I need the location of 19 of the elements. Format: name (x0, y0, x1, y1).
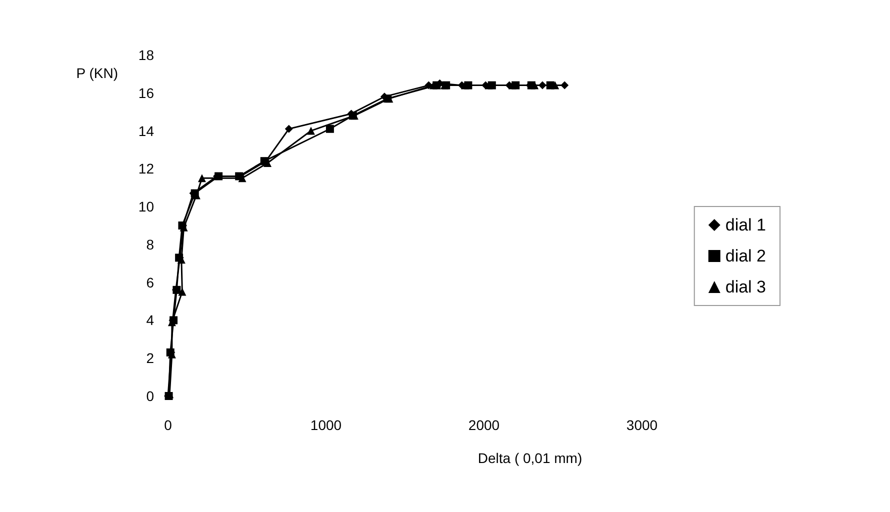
y-tick-label: 18 (138, 47, 154, 63)
y-tick-label: 4 (146, 312, 154, 328)
legend-label: dial 1 (725, 216, 766, 234)
y-tick-label: 16 (138, 84, 154, 101)
legend-label: dial 3 (725, 278, 766, 296)
x-tick-label: 2000 (468, 417, 500, 433)
y-tick-label: 0 (146, 388, 154, 404)
y-tick-label: 6 (146, 274, 154, 290)
legend-label: dial 2 (725, 246, 766, 266)
x-tick-label: 1000 (310, 417, 342, 433)
x-axis-title: Delta ( 0,01 mm) (478, 450, 582, 466)
y-tick-label: 10 (138, 198, 154, 215)
y-tick-label: 12 (138, 160, 154, 177)
y-tick-label: 14 (138, 122, 154, 139)
y-tick-label: 8 (146, 236, 154, 252)
x-tick-label: 0 (164, 417, 172, 433)
y-axis-title: P (KN) (76, 65, 118, 81)
y-tick-label: 2 (146, 350, 154, 366)
x-tick-label: 3000 (626, 417, 658, 433)
